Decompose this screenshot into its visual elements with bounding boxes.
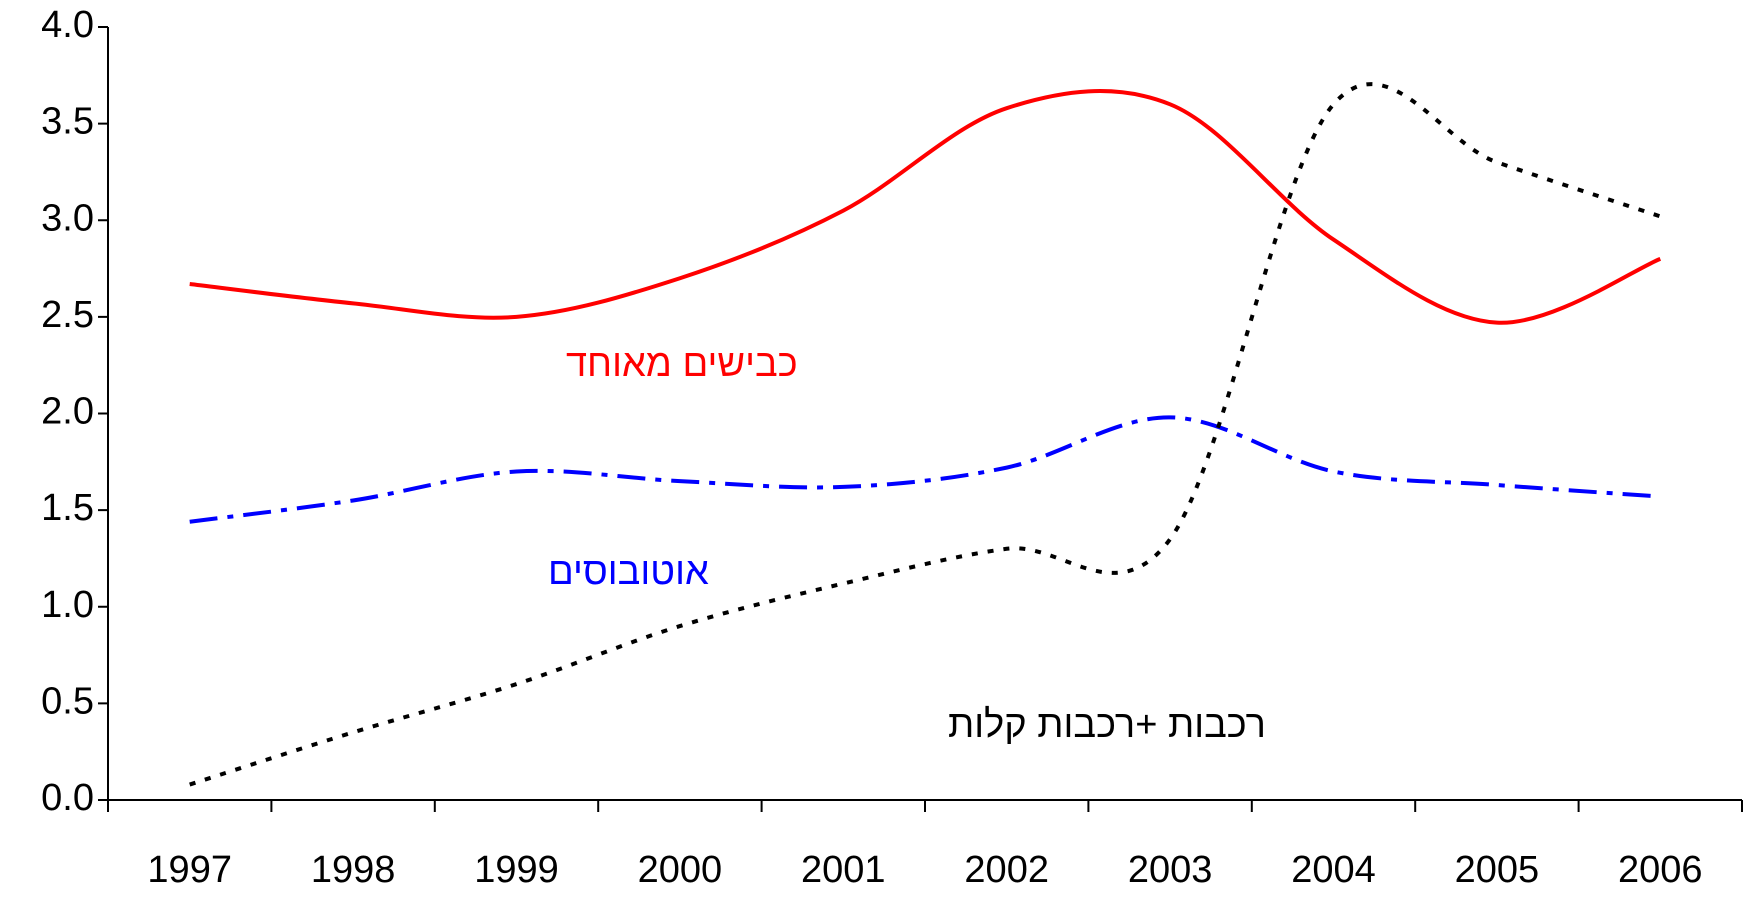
x-tick-label: 2004 <box>1291 849 1376 891</box>
series-label: אוטובוסים <box>548 551 709 593</box>
y-tick-label: 0.0 <box>41 777 94 819</box>
x-tick-label: 1997 <box>147 849 232 891</box>
y-tick-label: 3.0 <box>41 197 94 239</box>
x-tick-label: 2002 <box>964 849 1049 891</box>
x-tick-label: 2006 <box>1618 849 1703 891</box>
y-tick-label: 3.5 <box>41 101 94 143</box>
x-tick-label: 2001 <box>801 849 886 891</box>
x-tick-label: 1998 <box>311 849 396 891</box>
series-label: כבישים מאוחד <box>566 343 798 385</box>
x-tick-label: 2005 <box>1455 849 1540 891</box>
y-tick-label: 2.5 <box>41 294 94 336</box>
series-line <box>189 89 1662 325</box>
x-tick-label: 2000 <box>638 849 723 891</box>
x-tick-label: 2003 <box>1128 849 1213 891</box>
y-tick-label: 1.5 <box>41 487 94 529</box>
x-tick-label: 1999 <box>474 849 559 891</box>
y-tick-label: 2.0 <box>41 391 94 433</box>
series-line <box>189 415 1661 524</box>
y-tick-label: 1.0 <box>41 584 94 626</box>
series-label: רכבות +רכבות קלות <box>948 704 1266 746</box>
y-tick-label: 4.0 <box>41 4 94 46</box>
series-line <box>189 82 1661 787</box>
y-tick-label: 0.5 <box>41 680 94 722</box>
